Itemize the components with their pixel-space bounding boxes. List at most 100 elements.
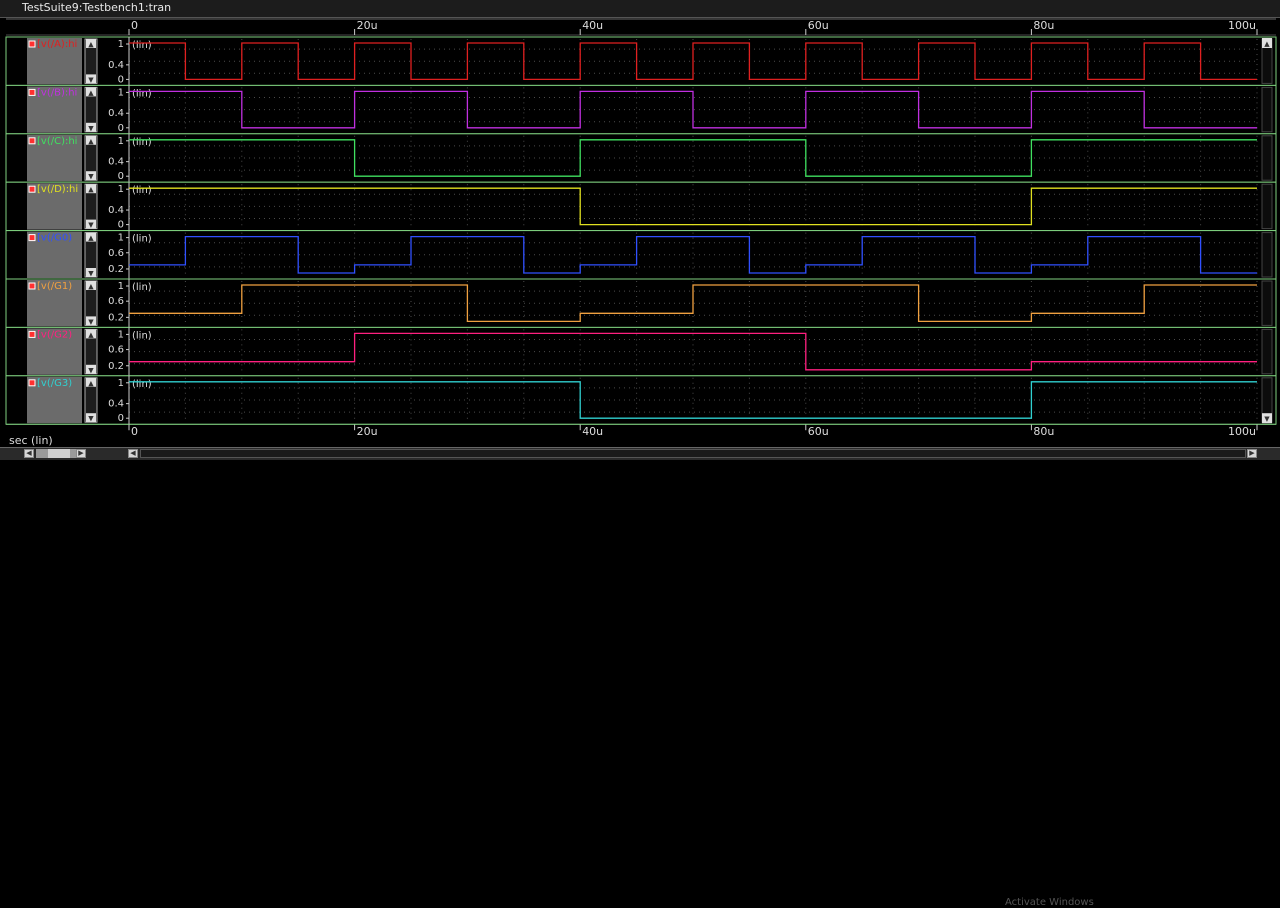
chevron-up-icon: ▲	[88, 137, 94, 145]
strip-border	[5, 181, 1277, 232]
chevron-up-icon: ▲	[88, 283, 94, 291]
trace-name-label: [v(/D):hi	[37, 184, 78, 195]
scroll-down-button	[86, 74, 96, 84]
chevron-up-icon: ▲	[88, 186, 94, 194]
y-tick-label: 0	[118, 413, 124, 424]
y-tick-label: 1	[118, 136, 124, 147]
chevron-down-icon: ▼	[88, 124, 94, 132]
y-tick-label: 1	[118, 378, 124, 389]
strip-border	[5, 326, 1277, 377]
trace-strip-g2: [v(/G2) ▲ ▼ 1 0.6 0.2 (lin)	[5, 326, 1277, 377]
label-panel	[27, 183, 82, 230]
trace-name-label: [v(/B):hi	[37, 87, 77, 98]
chevron-down-icon: ▼	[88, 318, 94, 326]
x-axis-label: sec (lin)	[9, 434, 53, 447]
scroll-up-button	[86, 232, 96, 242]
y-scale-label: (lin)	[132, 137, 152, 148]
right-scroll-slot	[1261, 135, 1273, 181]
y-tick-label: 0.6	[108, 296, 124, 307]
y-tick-label: 0.2	[108, 312, 124, 323]
trace-strip-a: [v(/A):hi ▲ ▼ 1 0.4 0 (lin)	[5, 36, 1277, 86]
trace-marker-icon	[28, 40, 36, 48]
scroll-up-button	[86, 377, 96, 387]
y-tick-label: 0.4	[108, 108, 124, 119]
y-tick-label: 0	[118, 171, 124, 182]
scroll-up-button	[86, 39, 96, 48]
y-tick-label: 1	[118, 281, 124, 292]
trace-marker-icon	[28, 88, 36, 96]
trace-name-label: [v(/G2)	[37, 329, 72, 340]
trace-strip-b: [v(/B):hi ▲ ▼ 1 0.4 0 (lin)	[5, 84, 1277, 135]
chevron-up-icon: ▲	[88, 331, 94, 339]
y-tick-label: 0.4	[108, 157, 124, 168]
plot-scroll-left-icon[interactable]: ◀	[128, 449, 138, 458]
y-tick-label: 1	[118, 329, 124, 340]
y-tick-label: 1	[118, 184, 124, 195]
chevron-down-icon: ▼	[88, 366, 94, 374]
scroll-up-button	[86, 184, 96, 194]
scroll-down-button	[86, 122, 96, 132]
trace-marker-icon	[28, 185, 36, 193]
y-tick-label: 0.6	[108, 345, 124, 356]
scroll-left-icon[interactable]: ◀	[24, 449, 34, 458]
y-scale-label: (lin)	[132, 379, 152, 390]
chevron-up-icon: ▲	[88, 234, 94, 242]
waveform-viewer[interactable]: 0 20u 40u 60u 80u 100u 0 20u 40u 60u 80u 100u [v(/A)…	[0, 17, 1280, 447]
label-panel	[27, 376, 82, 424]
trace-strip-c: [v(/C):hi ▲ ▼ 1 0.4 0 (lin)	[5, 133, 1277, 183]
y-tick-label: 0	[118, 74, 124, 85]
scroll-down-button	[86, 364, 96, 374]
y-scale-label: (lin)	[132, 185, 152, 196]
trace-name-label: [v(/G1)	[37, 281, 72, 292]
top-x-tick-label: 0	[131, 19, 138, 32]
label-panel	[27, 134, 82, 182]
waveform-g3	[129, 381, 1257, 419]
plot-scroll-right-icon[interactable]: ▶	[1247, 449, 1257, 458]
chevron-down-icon: ▼	[88, 270, 94, 278]
scroll-up-button	[86, 329, 96, 339]
top-x-tick-label: 80u	[1033, 19, 1054, 32]
trace-strip-g1: [v(/G1) ▲ ▼ 1 0.6 0.2 (lin)	[5, 278, 1277, 328]
y-tick-label: 0.2	[108, 264, 124, 275]
vscroll-up-icon: ▲	[1264, 40, 1270, 48]
trace-marker-icon	[28, 137, 36, 145]
right-scroll-slot	[1261, 280, 1273, 326]
window-title-bar: TestSuite9:Testbench1:tran	[0, 0, 1280, 18]
waveform-g1	[129, 284, 1257, 323]
trace-name-label: [v(/G0)	[37, 233, 72, 244]
y-tick-label: 0.2	[108, 361, 124, 372]
strip-border	[5, 36, 1277, 86]
bottom-x-tick-label: 80u	[1033, 425, 1054, 438]
chevron-up-icon: ▲	[88, 89, 94, 97]
label-panel	[27, 328, 82, 375]
chevron-down-icon: ▼	[88, 173, 94, 181]
y-tick-label: 1	[118, 87, 124, 98]
bottom-x-tick-label: 60u	[808, 425, 829, 438]
plot-scroll-track[interactable]	[140, 449, 1246, 458]
trace-strip-g3: [v(/G3) ▲ ▼ 1 0.4 0 (lin)	[5, 375, 1277, 425]
scroll-down-button	[86, 171, 96, 181]
y-tick-label: 0	[118, 220, 124, 231]
y-tick-label: 1	[118, 233, 124, 244]
y-tick-label: 0.4	[108, 60, 124, 71]
y-tick-label: 0	[118, 123, 124, 134]
scroll-right-icon[interactable]: ▶	[76, 449, 86, 458]
waveform-a	[129, 42, 1257, 81]
horizontal-scrollbar[interactable]: ◀ ▶ ◀ ▶ Activate Windows	[0, 447, 1280, 908]
scroll-down-button	[86, 268, 96, 277]
label-scroll-thumb[interactable]	[48, 449, 70, 458]
trace-marker-icon	[28, 234, 36, 242]
scroll-down-button	[86, 413, 96, 423]
strip-border	[5, 278, 1277, 328]
strip-border	[5, 84, 1277, 135]
label-panel	[27, 231, 82, 278]
label-panel	[27, 38, 82, 85]
right-scroll-slot	[1261, 232, 1273, 278]
trace-name-label: [v(/A):hi	[37, 39, 77, 50]
scroll-up-button	[86, 87, 96, 97]
right-scroll-slot	[1261, 183, 1273, 230]
y-tick-label: 0.4	[108, 205, 124, 216]
y-tick-label: 0.6	[108, 248, 124, 259]
strip-border	[5, 230, 1277, 280]
window-title: TestSuite9:Testbench1:tran	[22, 1, 172, 14]
